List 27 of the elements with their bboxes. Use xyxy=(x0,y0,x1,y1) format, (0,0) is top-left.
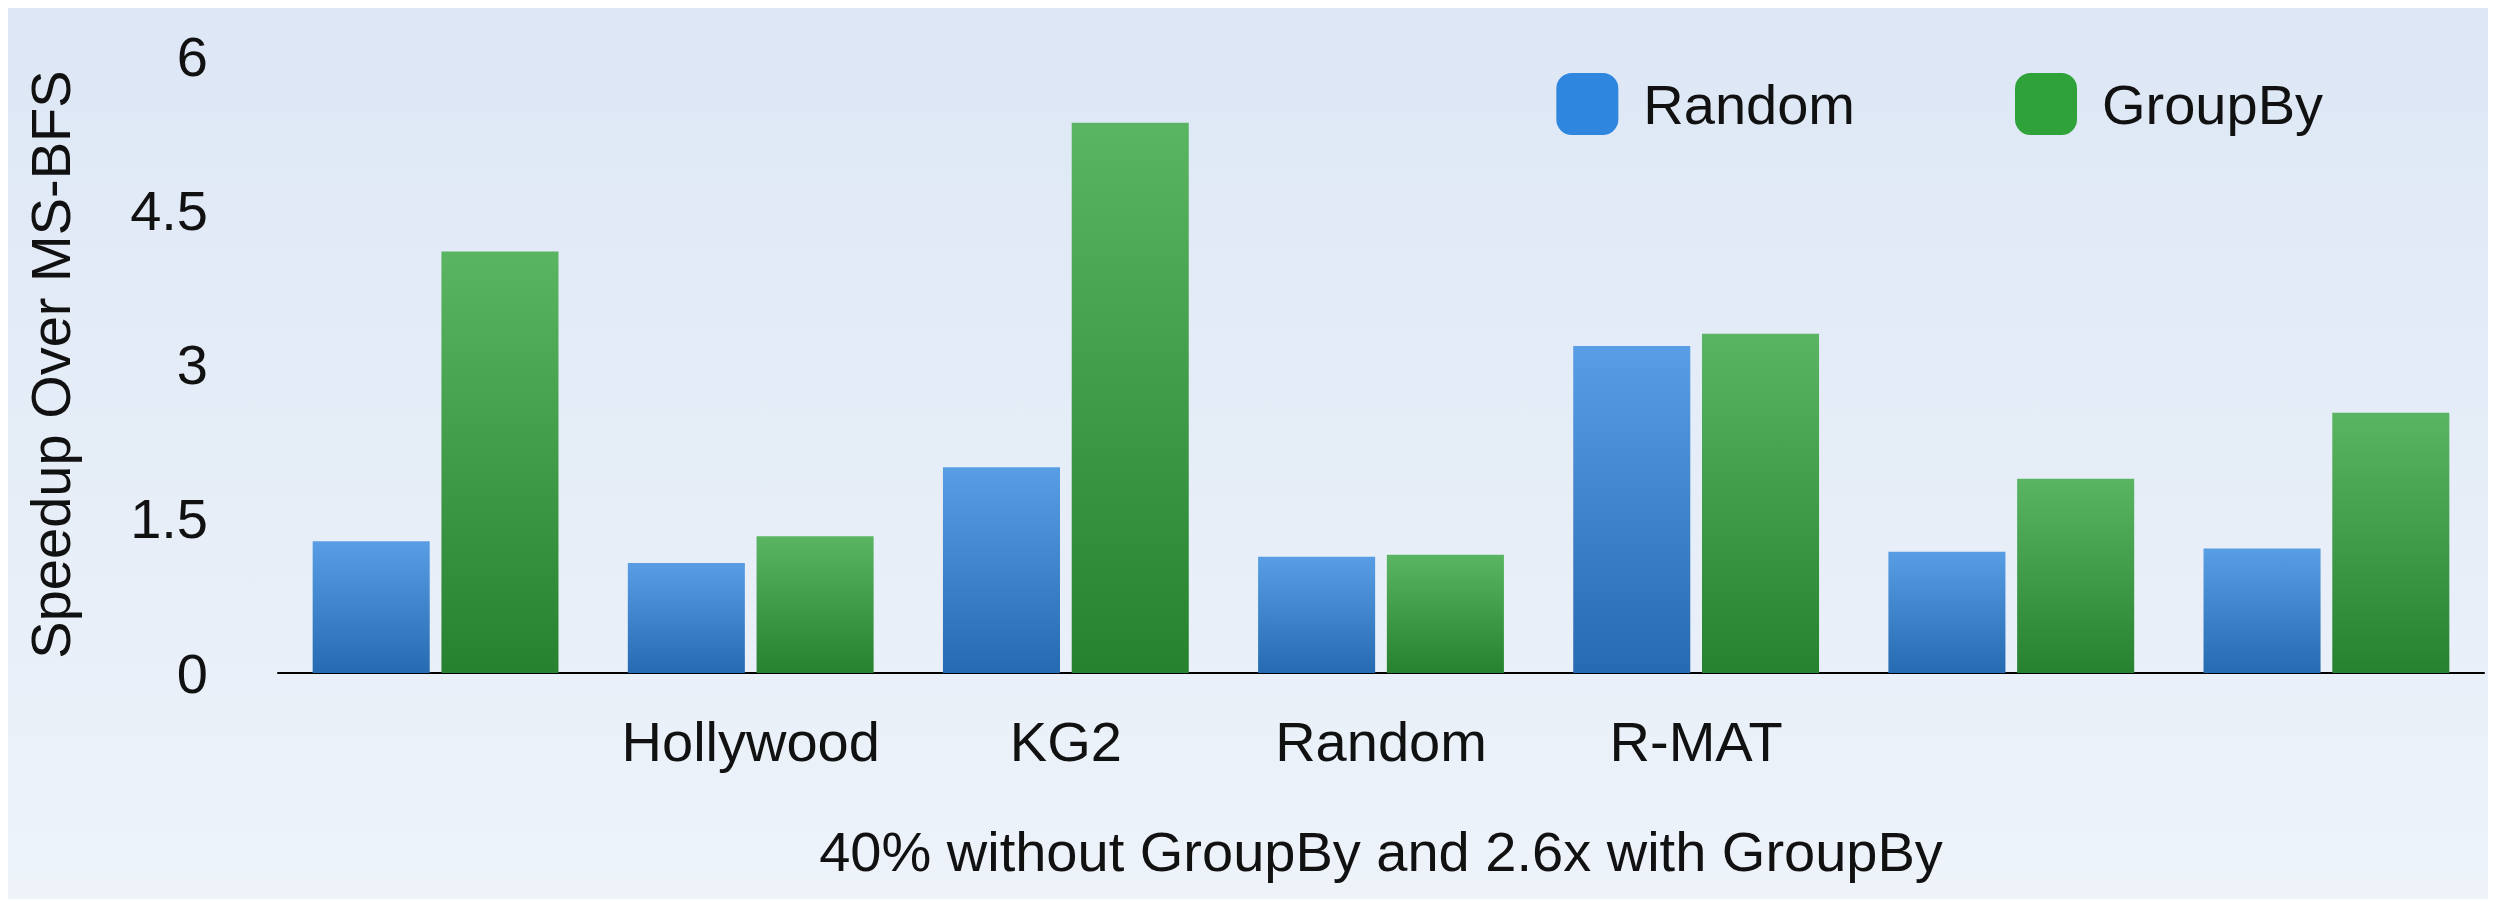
x-axis-title: 40% without GroupBy and 2.6x with GroupBy xyxy=(819,819,1943,883)
bar xyxy=(756,536,874,673)
x-tick-label: KG2 xyxy=(1009,709,1122,773)
bar xyxy=(2332,412,2450,673)
bar xyxy=(1258,556,1376,673)
bar xyxy=(627,562,745,673)
x-tick-label: R-MAT xyxy=(1609,709,1783,773)
x-tick-label: Random xyxy=(1275,709,1487,773)
y-tick-label: 6 xyxy=(176,24,208,88)
y-tick-label: 1.5 xyxy=(130,487,208,551)
legend-label: Random xyxy=(1643,72,1856,136)
y-tick-label: 3 xyxy=(176,333,208,396)
y-tick-label: 0 xyxy=(176,641,208,705)
bar xyxy=(942,467,1060,673)
bar xyxy=(1888,551,2006,673)
legend-label: GroupBy xyxy=(2102,72,2324,136)
y-axis-title: Speedup Over MS-BFS xyxy=(18,70,82,659)
bar xyxy=(2017,478,2135,673)
bar xyxy=(312,541,430,673)
bar xyxy=(1702,333,1820,673)
bar xyxy=(1386,554,1504,673)
x-tick-label: Hollywood xyxy=(621,709,880,773)
y-tick-label: 4.5 xyxy=(130,178,208,242)
bar xyxy=(1071,122,1189,673)
bar xyxy=(441,251,559,673)
bar xyxy=(2203,548,2321,673)
bar xyxy=(1573,345,1691,673)
